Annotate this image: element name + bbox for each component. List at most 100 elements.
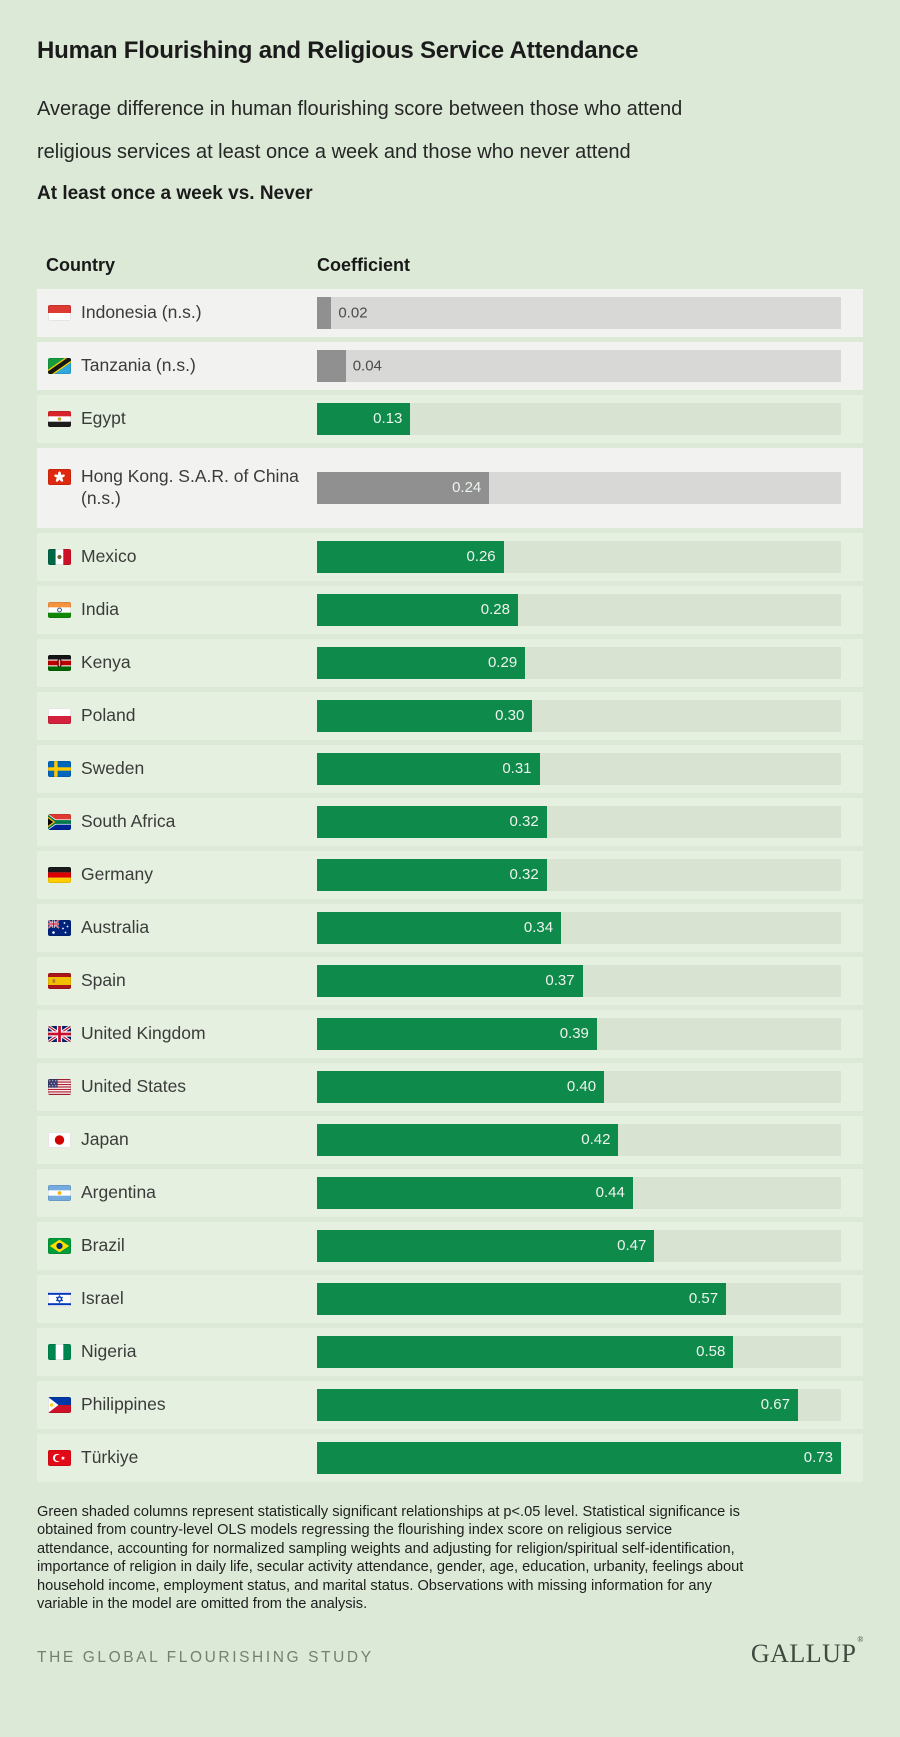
coefficient-bar: 0.13 xyxy=(317,402,411,435)
coefficient-value: 0.57 xyxy=(688,1290,719,1307)
coefficient-bar xyxy=(317,349,346,382)
country-cell: United Kingdom xyxy=(48,1023,317,1044)
coefficient-value: 0.31 xyxy=(502,760,532,777)
table-row: Kenya 0.29 xyxy=(37,638,863,687)
coefficient-value: 0.47 xyxy=(617,1237,647,1254)
flag-turkiye-icon xyxy=(48,1449,71,1466)
flag-japan-icon xyxy=(48,1131,71,1148)
country-cell: Türkiye xyxy=(48,1447,317,1468)
country-cell: Australia xyxy=(48,917,317,938)
coefficient-bar: 0.28 xyxy=(317,593,518,626)
coefficient-bar: 0.29 xyxy=(317,646,526,679)
table-row: Sweden 0.31 xyxy=(37,744,863,793)
coefficient-value: 0.32 xyxy=(509,866,539,883)
country-label: Germany xyxy=(81,863,153,884)
trademark-symbol: ® xyxy=(857,1635,864,1645)
coefficient-value: 0.34 xyxy=(523,919,554,936)
flag-germany-icon xyxy=(48,866,71,883)
country-cell: Egypt xyxy=(48,408,317,429)
flag-egypt-icon xyxy=(48,410,71,427)
table-row: Japan 0.42 xyxy=(37,1115,863,1164)
flag-us-icon xyxy=(48,1078,71,1095)
country-cell: Poland xyxy=(48,705,317,726)
country-cell: Brazil xyxy=(48,1235,317,1256)
flag-uk-icon xyxy=(48,1025,71,1042)
infographic-page: Human Flourishing and Religious Service … xyxy=(37,37,864,1669)
table-row: Mexico 0.26 xyxy=(37,532,863,581)
country-cell: Argentina xyxy=(48,1182,317,1203)
table-row: Nigeria 0.58 xyxy=(37,1327,863,1376)
coefficient-value: 0.24 xyxy=(452,479,482,496)
coefficient-bar: 0.24 xyxy=(317,471,490,504)
coefficient-bar: 0.30 xyxy=(317,699,533,732)
country-cell: Tanzania (n.s.) xyxy=(48,355,317,376)
bar-track: 0.73 xyxy=(317,1441,841,1474)
table-row: Brazil 0.47 xyxy=(37,1221,863,1270)
country-cell: Indonesia (n.s.) xyxy=(48,302,317,323)
coefficient-value: 0.42 xyxy=(581,1131,611,1148)
bar-track: 0.02 xyxy=(317,296,841,329)
coefficient-value: 0.67 xyxy=(760,1396,790,1413)
country-cell: Philippines xyxy=(48,1394,317,1415)
flag-israel-icon xyxy=(48,1290,71,1307)
coefficient-value: 0.37 xyxy=(545,972,575,989)
table-row: Tanzania (n.s.) 0.04 xyxy=(37,341,863,390)
bar-track: 0.67 xyxy=(317,1388,841,1421)
flag-tanzania-icon xyxy=(48,357,71,374)
coefficient-bar: 0.57 xyxy=(317,1282,727,1315)
gallup-logo: GALLUP® xyxy=(750,1635,864,1669)
gallup-wordmark: GALLUP xyxy=(750,1638,857,1668)
table-row: Poland 0.30 xyxy=(37,691,863,740)
country-cell: Sweden xyxy=(48,758,317,779)
table-row: South Africa 0.32 xyxy=(37,797,863,846)
country-label: Mexico xyxy=(81,545,137,566)
country-label: Israel xyxy=(81,1287,124,1308)
country-label: India xyxy=(81,598,119,619)
country-label: United Kingdom xyxy=(81,1022,206,1043)
flag-australia-icon xyxy=(48,919,71,936)
coefficient-bar: 0.73 xyxy=(317,1441,841,1474)
bar-track: 0.37 xyxy=(317,964,841,997)
table-row: Philippines 0.67 xyxy=(37,1380,863,1429)
country-label: Nigeria xyxy=(81,1340,137,1361)
country-label: South Africa xyxy=(81,810,176,831)
coefficient-value: 0.04 xyxy=(352,357,382,374)
flag-poland-icon xyxy=(48,707,71,724)
country-label: Philippines xyxy=(81,1393,166,1414)
bar-track: 0.32 xyxy=(317,805,841,838)
country-label: Indonesia (n.s.) xyxy=(81,301,202,322)
table-row: Hong Kong. S.A.R. of China (n.s.) 0.24 xyxy=(37,447,863,528)
coefficient-value: 0.13 xyxy=(373,410,403,427)
bar-track: 0.42 xyxy=(317,1123,841,1156)
coefficient-bar: 0.67 xyxy=(317,1388,798,1421)
bar-track: 0.40 xyxy=(317,1070,841,1103)
flag-kenya-icon xyxy=(48,654,71,671)
bar-track: 0.29 xyxy=(317,646,841,679)
coefficient-value: 0.39 xyxy=(559,1025,589,1042)
flag-mexico-icon xyxy=(48,548,71,565)
coefficient-bar: 0.42 xyxy=(317,1123,619,1156)
coefficient-bar: 0.37 xyxy=(317,964,583,997)
country-label: United States xyxy=(81,1075,187,1096)
coefficient-bar: 0.44 xyxy=(317,1176,633,1209)
bar-track: 0.58 xyxy=(317,1335,841,1368)
bar-track: 0.24 xyxy=(317,471,841,504)
bar-track: 0.13 xyxy=(317,402,841,435)
coefficient-bar: 0.34 xyxy=(317,911,562,944)
coefficient-value: 0.58 xyxy=(696,1343,726,1360)
country-cell: South Africa xyxy=(48,811,317,832)
footer: THE GLOBAL FLOURISHING STUDY GALLUP® xyxy=(37,1635,864,1669)
country-label: Spain xyxy=(81,969,126,990)
country-label: Kenya xyxy=(81,651,131,672)
country-label: Egypt xyxy=(81,407,126,428)
chart-subtitle: Average difference in human flourishing … xyxy=(37,98,683,163)
bar-chart: Indonesia (n.s.) 0.02 Tanzania (n.s.) 0.04 E… xyxy=(37,288,863,1482)
flag-sweden-icon xyxy=(48,760,71,777)
country-label: Sweden xyxy=(81,757,145,778)
coefficient-bar: 0.40 xyxy=(317,1070,605,1103)
country-label: Argentina xyxy=(81,1181,156,1202)
table-row: Argentina 0.44 xyxy=(37,1168,863,1217)
coefficient-bar: 0.32 xyxy=(317,858,547,891)
country-cell: India xyxy=(48,599,317,620)
coefficient-value: 0.44 xyxy=(595,1184,625,1201)
